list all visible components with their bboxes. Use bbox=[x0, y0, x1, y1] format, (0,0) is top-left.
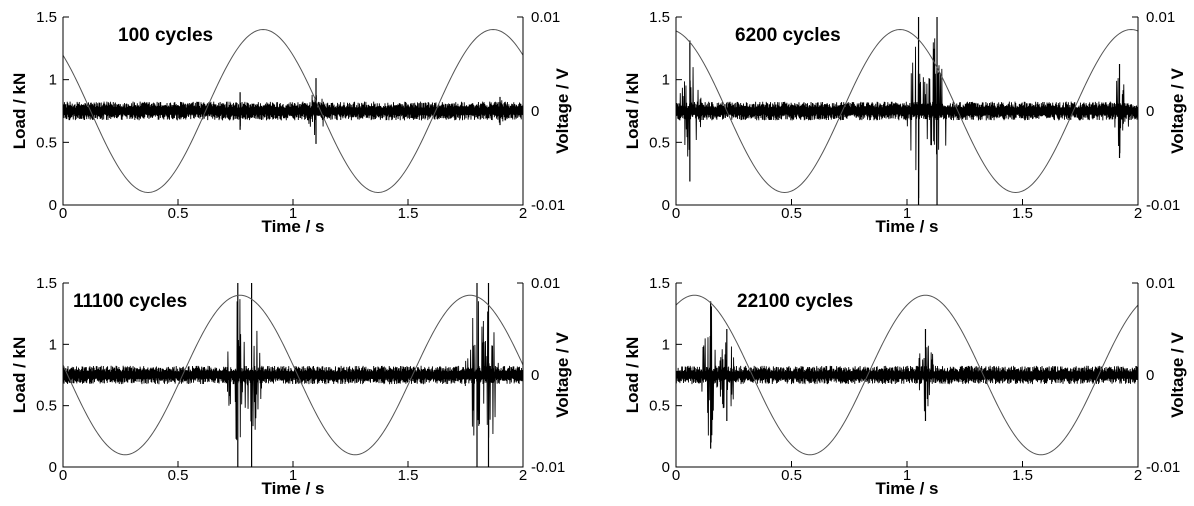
y-tick-label: 0 bbox=[662, 197, 670, 214]
y2-axis-label: Voltage / V bbox=[553, 332, 572, 418]
x-tick-label: 2 bbox=[1134, 467, 1142, 484]
y2-tick-label: -0.01 bbox=[531, 197, 565, 214]
panel-title: 11100 cycles bbox=[73, 291, 187, 312]
y2-tick-label: -0.01 bbox=[1146, 459, 1180, 476]
voltage-series-line bbox=[62, 94, 524, 135]
x-axis-label: Time / s bbox=[876, 217, 939, 236]
y-tick-label: 0.5 bbox=[36, 134, 57, 151]
panel-title: 22100 cycles bbox=[737, 291, 853, 312]
x-tick-label: 0.5 bbox=[168, 467, 189, 484]
x-axis-label: Time / s bbox=[262, 479, 325, 498]
y-axis-label: Load / kN bbox=[623, 337, 642, 414]
y2-axis-label: Voltage / V bbox=[553, 68, 572, 154]
y2-tick-label: 0.01 bbox=[1146, 275, 1175, 292]
x-tick-label: 1.5 bbox=[398, 467, 419, 484]
panel-title: 6200 cycles bbox=[735, 25, 841, 46]
y2-tick-label: 0 bbox=[1146, 367, 1154, 384]
x-axis-label: Time / s bbox=[876, 479, 939, 498]
voltage-series-line bbox=[675, 38, 1139, 199]
y-tick-label: 1 bbox=[49, 336, 57, 353]
y-tick-label: 0.5 bbox=[649, 134, 670, 151]
panel-title: 100 cycles bbox=[118, 25, 213, 46]
y-axis-label: Load / kN bbox=[10, 73, 29, 150]
x-tick-label: 1 bbox=[903, 205, 911, 222]
load-series-line bbox=[62, 294, 524, 456]
y2-axis-label: Voltage / V bbox=[1168, 332, 1187, 418]
load-series-line bbox=[62, 29, 524, 193]
y2-tick-label: -0.01 bbox=[531, 459, 565, 476]
load-series-line bbox=[675, 29, 1139, 193]
chart-panel: 22100 cycles Time / s Load / kN Voltage … bbox=[623, 275, 1187, 498]
y-tick-label: 0 bbox=[49, 459, 57, 476]
y2-tick-label: 0 bbox=[1146, 103, 1154, 120]
x-axis-label: Time / s bbox=[262, 217, 325, 236]
x-tick-label: 1 bbox=[289, 205, 297, 222]
y-tick-label: 1 bbox=[49, 72, 57, 89]
x-tick-label: 0 bbox=[672, 467, 680, 484]
x-tick-label: 0 bbox=[672, 205, 680, 222]
y-tick-label: 1 bbox=[662, 336, 670, 353]
y-axis-label: Load / kN bbox=[10, 337, 29, 414]
load-series-line bbox=[675, 294, 1139, 456]
y-tick-label: 1.5 bbox=[36, 275, 57, 292]
y2-tick-label: 0.01 bbox=[1146, 9, 1175, 26]
y-tick-label: 1.5 bbox=[649, 275, 670, 292]
x-tick-label: 1.5 bbox=[1012, 205, 1033, 222]
x-tick-label: 0.5 bbox=[168, 205, 189, 222]
voltage-series-line bbox=[62, 299, 524, 441]
y-axis-label: Load / kN bbox=[623, 73, 642, 150]
x-tick-label: 1.5 bbox=[398, 205, 419, 222]
chart-panel: 11100 cycles Time / s Load / kN Voltage … bbox=[10, 275, 572, 498]
y-tick-label: 0 bbox=[662, 459, 670, 476]
y-tick-label: 0.5 bbox=[36, 398, 57, 415]
y2-tick-label: -0.01 bbox=[1146, 197, 1180, 214]
chart-panel: 100 cycles Time / s Load / kN Voltage / … bbox=[10, 9, 572, 236]
x-tick-label: 2 bbox=[519, 205, 527, 222]
x-tick-label: 0.5 bbox=[781, 205, 802, 222]
x-tick-label: 2 bbox=[1134, 205, 1142, 222]
y-tick-label: 0 bbox=[49, 197, 57, 214]
y-tick-label: 1 bbox=[662, 72, 670, 89]
x-tick-label: 1 bbox=[289, 467, 297, 484]
y-tick-label: 1.5 bbox=[649, 9, 670, 26]
y-tick-label: 0.5 bbox=[649, 398, 670, 415]
x-tick-label: 0 bbox=[59, 205, 67, 222]
chart-panel: 6200 cycles Time / s Load / kN Voltage /… bbox=[623, 9, 1187, 236]
y2-axis-label: Voltage / V bbox=[1168, 68, 1187, 154]
x-tick-label: 1 bbox=[903, 467, 911, 484]
y2-tick-label: 0.01 bbox=[531, 9, 560, 26]
voltage-series-line bbox=[675, 306, 1139, 443]
x-tick-label: 0 bbox=[59, 467, 67, 484]
y2-tick-label: 0 bbox=[531, 367, 539, 384]
x-tick-label: 2 bbox=[519, 467, 527, 484]
x-tick-label: 1.5 bbox=[1012, 467, 1033, 484]
y2-tick-label: 0.01 bbox=[531, 275, 560, 292]
y2-tick-label: 0 bbox=[531, 103, 539, 120]
y-tick-label: 1.5 bbox=[36, 9, 57, 26]
x-tick-label: 0.5 bbox=[781, 467, 802, 484]
